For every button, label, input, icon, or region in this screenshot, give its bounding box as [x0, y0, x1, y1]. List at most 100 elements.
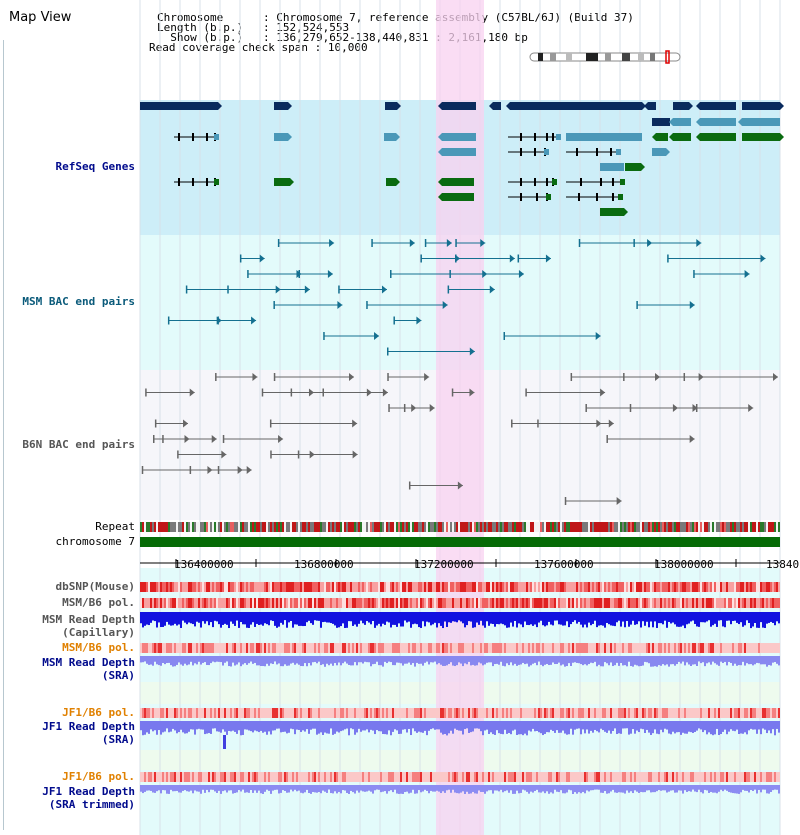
msm-b6-pol2-cell: [670, 643, 672, 653]
msm-bac-pair-end: [689, 301, 695, 309]
msm-depth-capillary-bar: [428, 612, 430, 623]
jf1-b6-pol2-cell: [214, 772, 216, 782]
jf1-depth-sra-bar: [474, 721, 476, 729]
label-msm-depth-sra-1[interactable]: MSM Read Depth: [42, 656, 135, 669]
label-jf1-depth-trim-1[interactable]: JF1 Read Depth: [42, 785, 135, 798]
jf1-b6-pol2-cell: [440, 772, 442, 782]
msm-b6-pol-cell: [554, 598, 556, 608]
label-refseq-genes[interactable]: RefSeq Genes: [55, 160, 135, 173]
jf1-b6-pol2-cell: [670, 772, 672, 782]
jf1-b6-pol-cell: [468, 708, 470, 718]
dbsnp-cell: [152, 582, 154, 592]
jf1-depth-sra-bar: [458, 721, 460, 731]
msm-b6-pol-cell: [510, 598, 512, 608]
refseq-gene-features[interactable]: [140, 102, 784, 216]
msm-b6-pol-cell: [322, 598, 324, 608]
repeat-cell: [472, 522, 474, 532]
msm-bac-features[interactable]: [167, 239, 766, 356]
repeat-cell: [770, 522, 772, 532]
msm-b6-pol2-cell: [206, 643, 208, 653]
label-repeat[interactable]: Repeat: [95, 520, 135, 533]
repeat-cell: [396, 522, 398, 532]
dbsnp-cell: [484, 582, 486, 592]
jf1-b6-pol2-cell: [632, 772, 634, 782]
jf1-depth-trimmed-bar: [776, 785, 778, 790]
label-msm-bac[interactable]: MSM BAC end pairs: [22, 295, 135, 308]
jf1-depth-sra-bar: [238, 721, 240, 731]
msm-b6-pol2-cell: [760, 643, 762, 653]
jf1-b6-pol-cell: [240, 708, 242, 718]
label-jf1-b6-pol-2[interactable]: JF1/B6 pol.: [62, 770, 135, 783]
repeat-cell: [532, 522, 534, 532]
msm-depth-capillary-bar: [532, 612, 534, 626]
msm-b6-pol2-cell: [180, 643, 182, 653]
msm-depth-capillary-bar: [588, 612, 590, 623]
msm-b6-pol-cell: [292, 598, 294, 608]
dbsnp-cell: [624, 582, 626, 592]
label-msm-b6-pol-2[interactable]: MSM/B6 pol.: [62, 641, 135, 654]
jf1-b6-pol2-cell: [776, 772, 778, 782]
dbsnp-cell: [568, 582, 570, 592]
dbsnp-cell: [690, 582, 692, 592]
gene-exon: [552, 179, 557, 185]
msm-depth-capillary-bar: [660, 612, 662, 624]
repeat-track[interactable]: [140, 522, 780, 532]
chromosome-ideogram[interactable]: [529, 50, 681, 64]
b6n-bac-features[interactable]: [141, 373, 778, 505]
jf1-b6-pol-cell: [664, 708, 666, 718]
polymorphism-heat-tracks[interactable]: [140, 582, 780, 782]
msm-depth-sra-bar: [556, 656, 558, 664]
gene-exon: [534, 178, 536, 186]
msm-b6-pol-cell: [500, 598, 502, 608]
jf1-b6-pol2-cell: [164, 772, 166, 782]
dbsnp-cell: [636, 582, 638, 592]
msm-b6-pol-cell: [556, 598, 558, 608]
msm-b6-pol2-cell: [574, 643, 576, 653]
repeat-cell: [352, 522, 354, 532]
repeat-cell: [560, 522, 562, 532]
repeat-cell: [526, 522, 528, 532]
jf1-b6-pol2-cell: [442, 772, 444, 782]
repeat-cell: [290, 522, 292, 532]
msm-depth-sra-bar: [318, 656, 320, 662]
msm-b6-pol-cell: [524, 598, 526, 608]
label-chromosome[interactable]: chromosome 7: [55, 535, 135, 548]
label-dbsnp[interactable]: dbSNP(Mouse): [55, 580, 135, 593]
label-msm-depth-cap-1[interactable]: MSM Read Depth: [42, 613, 135, 626]
label-jf1-depth-sra-1[interactable]: JF1 Read Depth: [42, 720, 135, 733]
msm-depth-sra-bar: [178, 656, 180, 663]
msm-depth-sra-bar: [358, 656, 360, 663]
msm-b6-pol-cell: [424, 598, 426, 608]
chromosome-bar[interactable]: [140, 537, 780, 547]
msm-depth-sra-bar: [152, 656, 154, 666]
jf1-b6-pol-cell: [580, 708, 582, 718]
repeat-cell: [664, 522, 666, 532]
dbsnp-cell: [546, 582, 548, 592]
label-jf1-b6-pol-1[interactable]: JF1/B6 pol.: [62, 706, 135, 719]
msm-depth-sra-bar: [540, 656, 542, 665]
msm-depth-sra-bar: [158, 656, 160, 666]
msm-depth-sra-bar: [462, 656, 464, 667]
jf1-depth-trimmed-bar: [528, 785, 530, 794]
msm-b6-pol-cell: [222, 598, 224, 608]
msm-b6-pol2-cell: [658, 643, 660, 653]
dbsnp-cell: [420, 582, 422, 592]
msm-depth-sra-bar: [476, 656, 478, 666]
msm-depth-sra-bar: [738, 656, 740, 666]
msm-depth-sra-bar: [524, 656, 526, 665]
jf1-b6-pol-cell: [274, 708, 276, 718]
label-msm-b6-pol-1[interactable]: MSM/B6 pol.: [62, 596, 135, 609]
msm-depth-capillary-bar: [716, 612, 718, 627]
jf1-b6-pol2-cell: [584, 772, 586, 782]
jf1-depth-trimmed-bar: [746, 785, 748, 791]
label-b6n-bac[interactable]: B6N BAC end pairs: [22, 438, 135, 451]
msm-depth-sra-bar: [624, 656, 626, 666]
msm-b6-pol-cell: [618, 598, 620, 608]
jf1-depth-trimmed-bar: [252, 785, 254, 793]
jf1-b6-pol2-cell: [590, 772, 592, 782]
msm-depth-capillary-bar: [688, 612, 690, 624]
jf1-depth-sra-bar: [724, 721, 726, 730]
msm-b6-pol-cell: [690, 598, 692, 608]
read-depth-tracks[interactable]: [140, 612, 780, 794]
